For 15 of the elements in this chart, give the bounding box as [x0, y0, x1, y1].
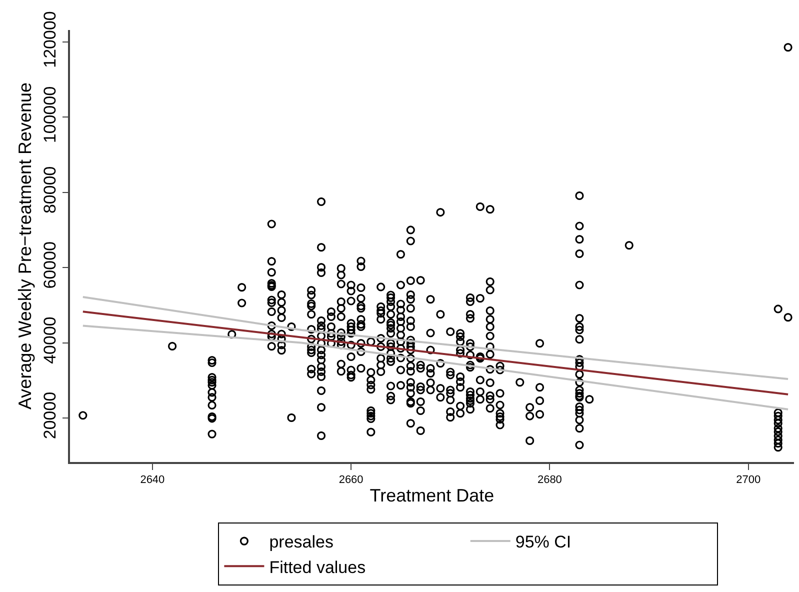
x-tick-label: 2680: [537, 474, 562, 486]
y-tick-label: 60000: [40, 241, 60, 289]
legend-label: presales: [269, 532, 334, 552]
y-tick-label: 20000: [40, 392, 60, 440]
y-tick-label: 120000: [40, 11, 60, 68]
y-tick-label: 100000: [40, 86, 60, 144]
x-tick-label: 2640: [140, 474, 165, 486]
x-tick-label: 2660: [338, 474, 364, 486]
y-tick-label: 40000: [40, 316, 60, 364]
y-axis-title: Average Weekly Pre−treatment Revenue: [15, 82, 36, 410]
legend-label: Fitted values: [269, 558, 366, 577]
y-tick-label: 80000: [40, 166, 60, 214]
x-tick-label: 2700: [736, 474, 761, 486]
x-axis-title: Treatment Date: [370, 486, 494, 506]
legend-label: 95% CI: [515, 532, 572, 552]
